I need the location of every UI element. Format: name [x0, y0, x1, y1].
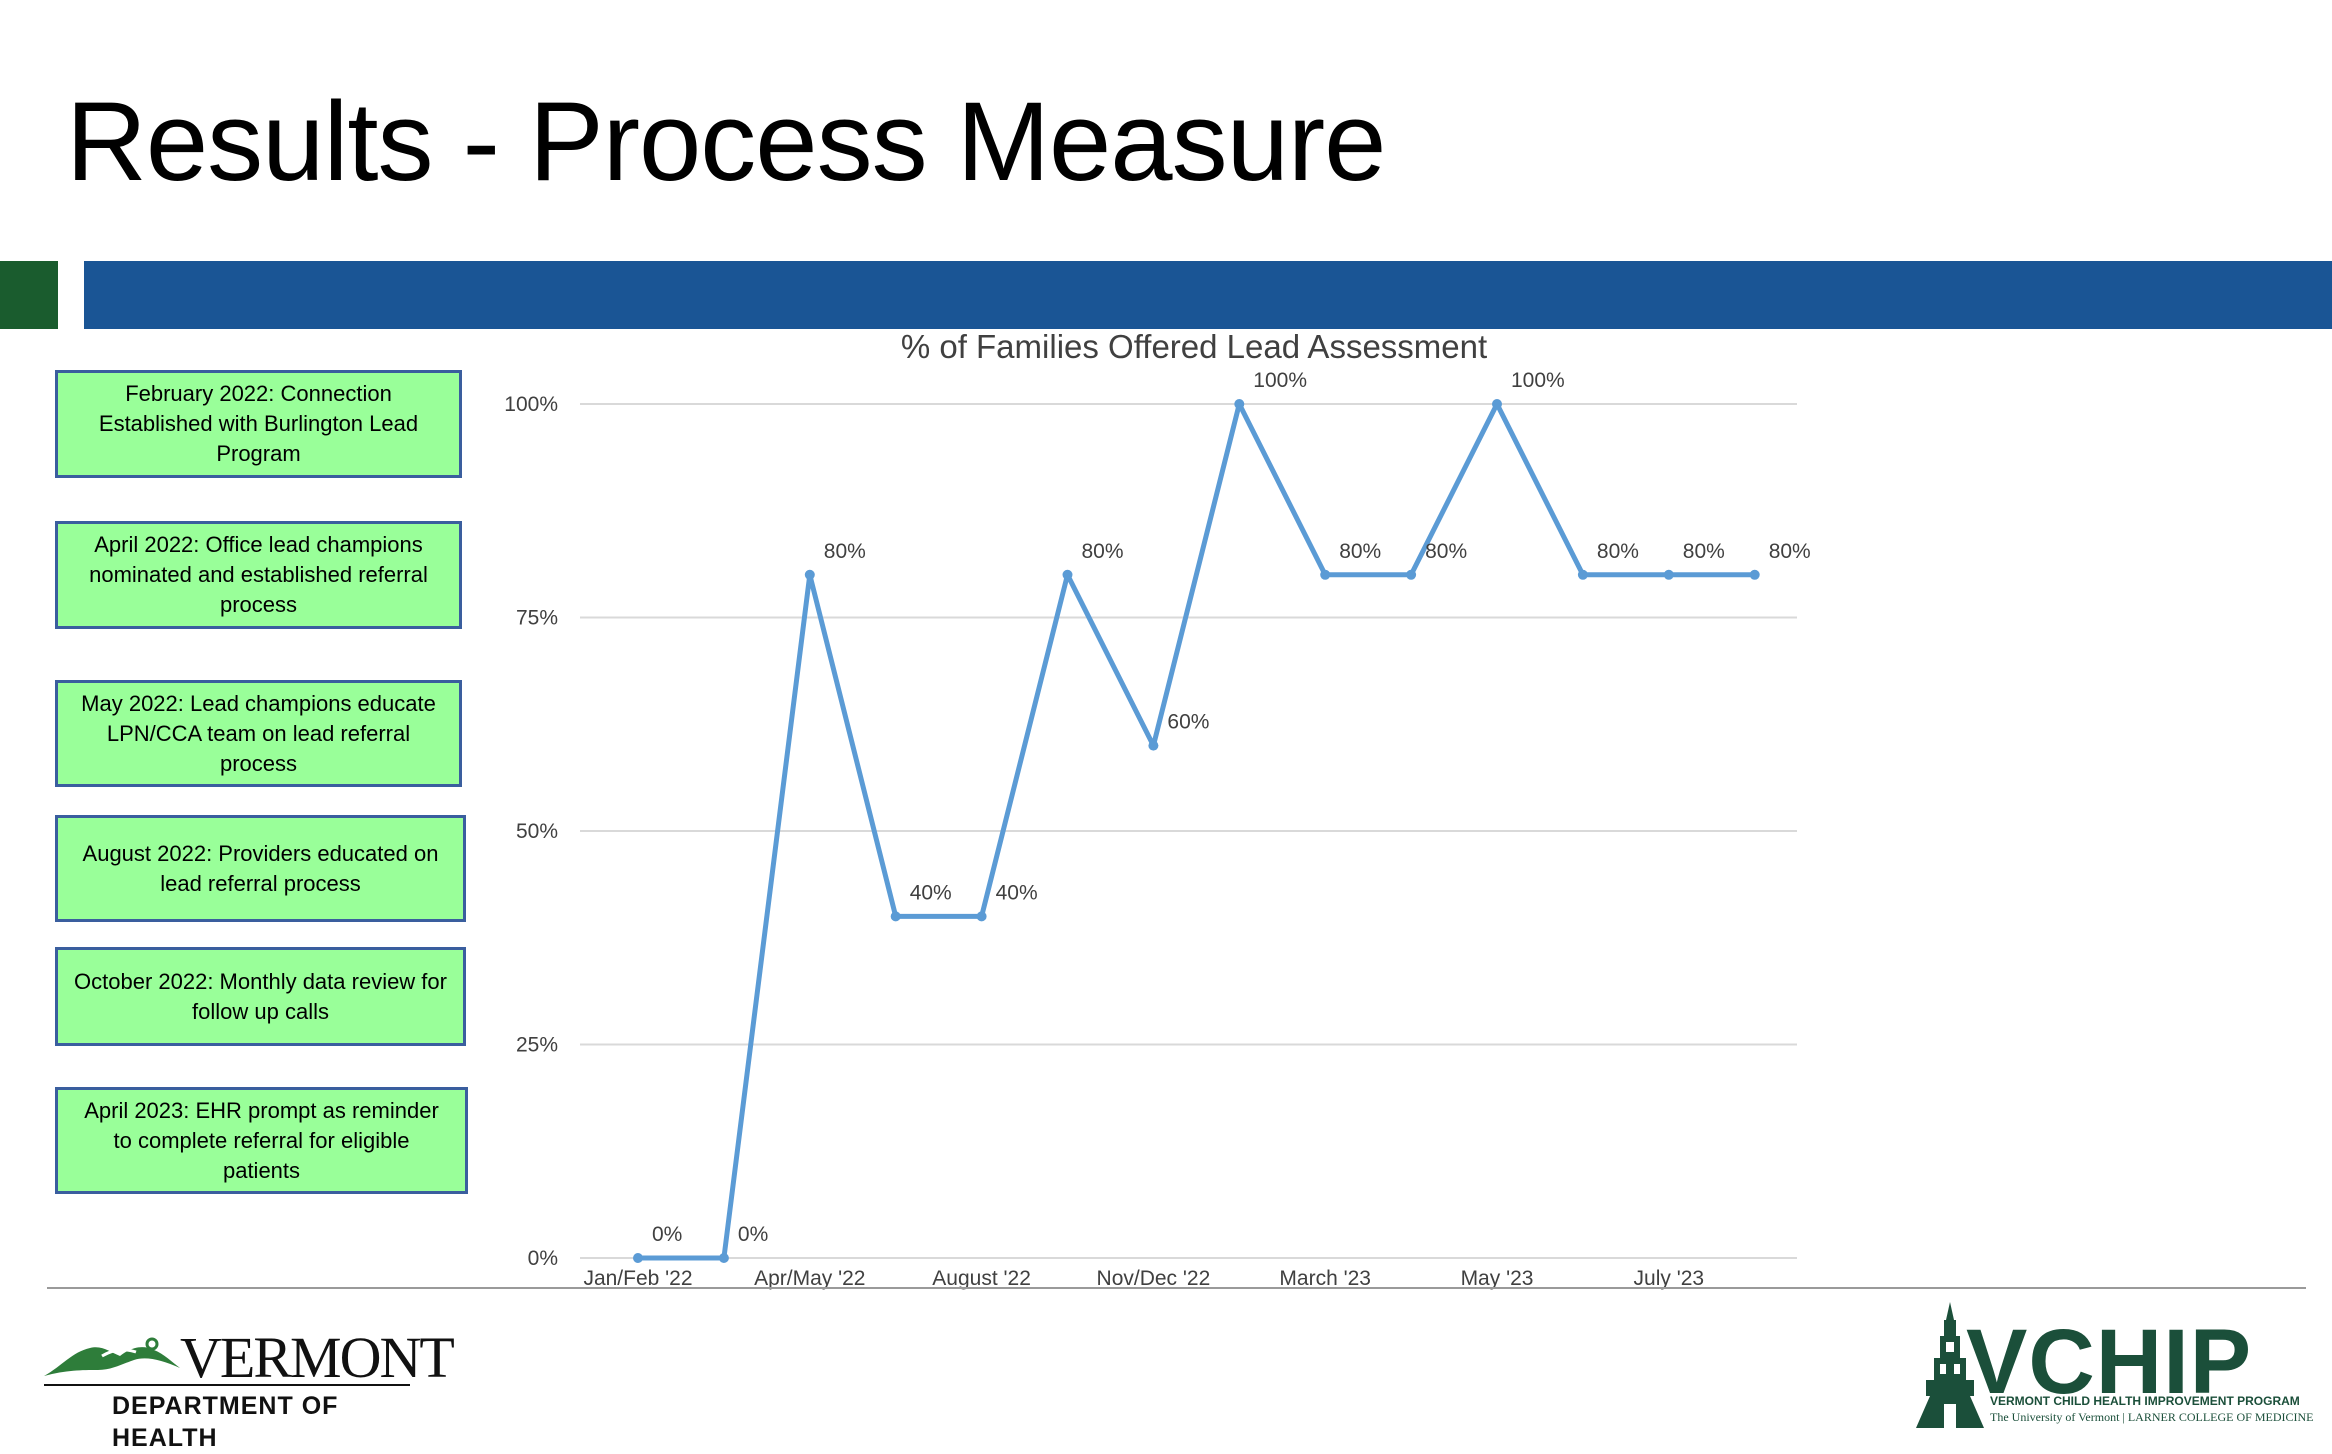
x-tick-label: July '23	[1634, 1267, 1705, 1290]
data-point	[976, 911, 987, 922]
mountain-logo-icon	[44, 1337, 180, 1376]
x-tick-label: May '23	[1461, 1267, 1534, 1290]
vermont-health-logo: VERMONT DEPARTMENT OF HEALTH	[42, 1318, 455, 1452]
data-label: 80%	[1339, 540, 1381, 563]
accent-band-blue	[84, 261, 2332, 329]
data-label: 0%	[738, 1223, 768, 1246]
y-tick-label: 0%	[528, 1247, 558, 1270]
y-tick-label: 25%	[516, 1034, 558, 1057]
x-tick-label: Apr/May '22	[754, 1267, 865, 1290]
vchip-affiliation: The University of Vermont | LARNER COLLE…	[1990, 1410, 2314, 1424]
department-label: DEPARTMENT OF HEALTH	[112, 1392, 339, 1452]
vchip-program-name: VERMONT CHILD HEALTH IMPROVEMENT PROGRAM	[1990, 1394, 2300, 1408]
slide-title: Results - Process Measure	[66, 79, 1386, 204]
data-point	[1320, 569, 1331, 580]
x-tick-label: Nov/Dec '22	[1097, 1267, 1211, 1290]
x-axis-ticks: Jan/Feb '22 Apr/May '22 August '22 Nov/Dec …	[583, 1267, 1704, 1290]
y-tick-label: 75%	[516, 607, 558, 630]
data-label: 80%	[1082, 540, 1124, 563]
data-point	[1749, 569, 1760, 580]
data-label: 80%	[824, 540, 866, 563]
accent-band-green	[0, 261, 58, 329]
data-point	[718, 1253, 729, 1263]
data-label: 60%	[1167, 711, 1209, 734]
timeline-note-6: April 2023: EHR prompt as reminder to co…	[55, 1087, 468, 1194]
data-point	[1234, 399, 1245, 409]
data-point	[890, 911, 901, 922]
y-tick-label: 50%	[516, 820, 558, 843]
tower-icon	[1916, 1302, 1984, 1428]
data-point	[1663, 569, 1674, 580]
x-tick-label: March '23	[1279, 1267, 1371, 1290]
vermont-wordmark: VERMONT	[180, 1325, 455, 1390]
series-line	[638, 401, 1755, 1261]
data-label: 100%	[1253, 369, 1307, 392]
x-tick-label: Jan/Feb '22	[583, 1267, 692, 1290]
x-tick-label: August '22	[932, 1267, 1031, 1290]
timeline-note-3: May 2022: Lead champions educate LPN/CCA…	[55, 680, 462, 787]
chart-title: % of Families Offered Lead Assessment	[901, 328, 1487, 365]
data-label: 80%	[1425, 540, 1467, 563]
y-tick-label: 100%	[504, 393, 558, 416]
line-chart: % of Families Offered Lead Assessment 0%…	[504, 328, 1811, 1290]
gridlines	[580, 403, 1797, 1259]
timeline-note-4: August 2022: Providers educated on lead …	[55, 815, 466, 922]
series	[633, 399, 1760, 1263]
data-label: 80%	[1597, 540, 1639, 563]
data-point	[1148, 740, 1159, 751]
data-point	[1492, 399, 1502, 409]
timeline-note-5: October 2022: Monthly data review for fo…	[55, 947, 466, 1046]
data-labels: 0% 0% 80% 40% 40% 80% 60% 100% 80% 80% 100% 80% 80% 8…	[652, 369, 1811, 1246]
data-label: 100%	[1511, 369, 1565, 392]
vchip-wordmark: VCHIP	[1966, 1311, 2253, 1413]
y-axis-ticks: 0% 25% 50% 75% 100%	[504, 393, 558, 1270]
logo-rule	[44, 1384, 410, 1386]
data-point	[1406, 569, 1417, 580]
data-point	[1577, 569, 1588, 580]
timeline-note-2: April 2022: Office lead champions nomina…	[55, 521, 462, 629]
data-label: 0%	[652, 1223, 682, 1246]
timeline-note-1: February 2022: Connection Established wi…	[55, 370, 462, 478]
data-label: 80%	[1769, 540, 1811, 563]
data-point	[633, 1253, 643, 1263]
vchip-logo: VCHIP VERMONT CHILD HEALTH IMPROVEMENT P…	[1910, 1300, 2313, 1430]
data-label: 40%	[996, 881, 1038, 904]
data-point	[1062, 569, 1073, 580]
data-point	[804, 569, 815, 580]
data-label: 80%	[1683, 540, 1725, 563]
footer-divider	[47, 1287, 2306, 1289]
data-label: 40%	[910, 881, 952, 904]
